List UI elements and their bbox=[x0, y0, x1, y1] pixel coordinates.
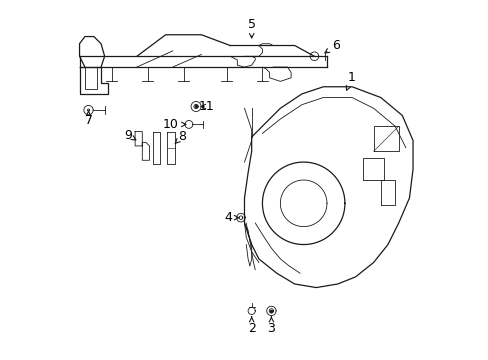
Text: 11: 11 bbox=[199, 100, 214, 113]
Text: 10: 10 bbox=[163, 118, 185, 131]
Text: 9: 9 bbox=[124, 129, 136, 142]
Text: 3: 3 bbox=[267, 317, 275, 335]
Text: 2: 2 bbox=[247, 317, 255, 335]
Text: 8: 8 bbox=[175, 130, 185, 144]
Text: 5: 5 bbox=[247, 18, 255, 38]
Text: 6: 6 bbox=[324, 39, 339, 53]
Text: 7: 7 bbox=[84, 111, 92, 127]
Text: 4: 4 bbox=[224, 211, 238, 224]
Text: 1: 1 bbox=[346, 71, 355, 90]
